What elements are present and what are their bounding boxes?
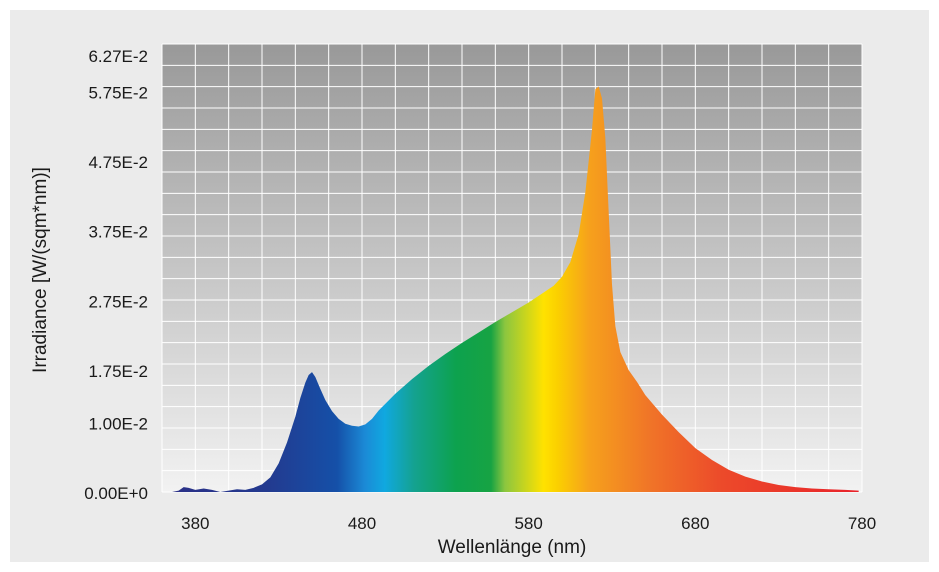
y-tick-label: 5.75E-2 — [88, 83, 148, 102]
spectrum-area-layer — [172, 86, 859, 492]
x-axis-ticks: 380 480 580 680 780 — [181, 514, 876, 533]
y-axis-ticks: 0.00E+0 1.00E-2 1.75E-2 2.75E-2 3.75E-2 4.75E… — [84, 47, 148, 503]
x-tick-label: 580 — [514, 514, 542, 533]
y-tick-label: 6.27E-2 — [88, 47, 148, 66]
y-tick-label: 3.75E-2 — [88, 223, 148, 242]
x-tick-label: 780 — [848, 514, 876, 533]
spectrum-area — [172, 86, 859, 492]
y-tick-label: 1.00E-2 — [88, 414, 148, 433]
x-axis-label: Wellenlänge (nm) — [438, 537, 587, 558]
x-tick-label: 380 — [181, 514, 209, 533]
x-tick-label: 480 — [348, 514, 376, 533]
y-tick-label: 4.75E-2 — [88, 153, 148, 172]
y-axis-label: Irradiance [W/(sqm*nm)] — [30, 167, 51, 373]
y-tick-label: 0.00E+0 — [84, 484, 148, 503]
y-tick-label: 1.75E-2 — [88, 362, 148, 381]
y-tick-label: 2.75E-2 — [88, 292, 148, 311]
x-tick-label: 680 — [681, 514, 709, 533]
